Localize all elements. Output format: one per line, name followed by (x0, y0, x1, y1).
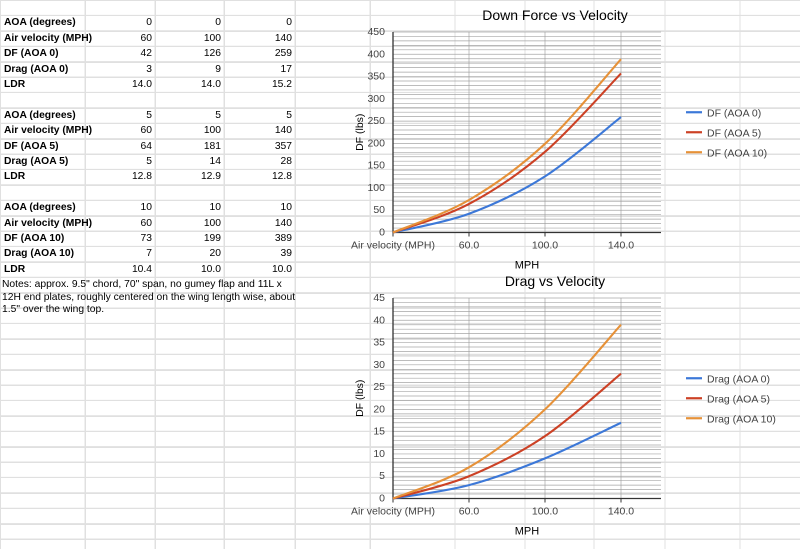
svg-text:200: 200 (367, 137, 385, 149)
svg-text:60.0: 60.0 (459, 506, 480, 518)
svg-text:Drag (AOA 10): Drag (AOA 10) (707, 413, 776, 425)
svg-text:DF (AOA 5): DF (AOA 5) (707, 127, 761, 139)
svg-text:DF (AOA 0): DF (AOA 0) (707, 107, 761, 119)
svg-text:250: 250 (367, 115, 385, 127)
svg-text:10: 10 (373, 448, 385, 460)
svg-text:300: 300 (367, 93, 385, 105)
svg-text:400: 400 (367, 48, 385, 60)
svg-text:150: 150 (367, 160, 385, 172)
svg-text:60.0: 60.0 (459, 240, 480, 252)
svg-text:5: 5 (379, 470, 385, 482)
svg-text:MPH: MPH (515, 526, 540, 537)
svg-text:100: 100 (367, 182, 385, 194)
svg-text:100.0: 100.0 (532, 506, 558, 518)
svg-text:Air velocity (MPH): Air velocity (MPH) (351, 240, 435, 252)
svg-text:50: 50 (373, 204, 385, 216)
svg-text:DF (lbs): DF (lbs) (354, 380, 366, 417)
svg-text:Down Force vs Velocity: Down Force vs Velocity (482, 7, 628, 23)
svg-text:140.0: 140.0 (608, 506, 634, 518)
svg-text:140.0: 140.0 (608, 240, 634, 252)
svg-text:45: 45 (373, 292, 385, 304)
svg-text:25: 25 (373, 381, 385, 393)
svg-text:DF (AOA 10): DF (AOA 10) (707, 147, 767, 159)
svg-text:DF (lbs): DF (lbs) (354, 114, 366, 151)
svg-text:Air velocity (MPH): Air velocity (MPH) (351, 506, 435, 518)
svg-text:350: 350 (367, 71, 385, 83)
svg-text:Drag (AOA 0): Drag (AOA 0) (707, 373, 770, 385)
svg-text:35: 35 (373, 337, 385, 349)
svg-text:20: 20 (373, 403, 385, 415)
svg-text:40: 40 (373, 314, 385, 326)
svg-text:0: 0 (379, 227, 385, 239)
svg-text:30: 30 (373, 359, 385, 371)
svg-text:100.0: 100.0 (532, 240, 558, 252)
svg-text:Drag (AOA 5): Drag (AOA 5) (707, 393, 770, 405)
svg-text:15: 15 (373, 426, 385, 438)
svg-text:450: 450 (367, 26, 385, 38)
svg-text:Drag vs Velocity: Drag vs Velocity (505, 273, 605, 289)
svg-text:0: 0 (379, 493, 385, 505)
